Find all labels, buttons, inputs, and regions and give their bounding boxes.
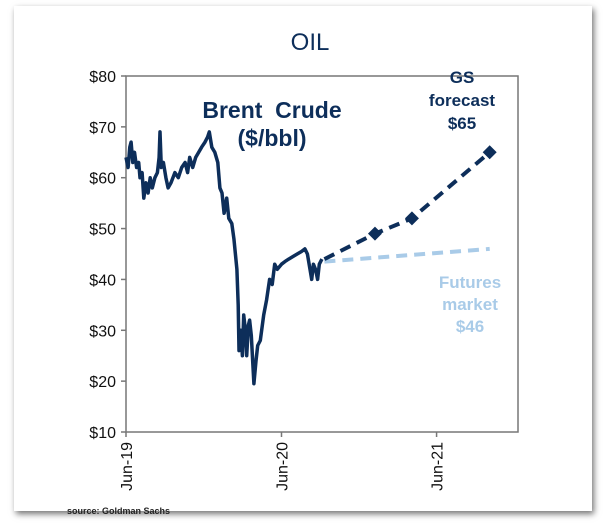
y-tick-label: $80 [89, 69, 116, 86]
futures-market-line [324, 246, 490, 264]
brent-price-line [124, 130, 324, 386]
gs-annotation-line2: forecast [429, 91, 495, 110]
y-tick-label: $10 [89, 425, 116, 442]
y-tick-label: $20 [89, 374, 116, 391]
series-label-line1: Brent Crude [202, 97, 341, 123]
gs-forecast-line [323, 150, 491, 261]
chart-card [14, 6, 592, 511]
futures-annotation-line2: market [442, 295, 498, 314]
y-tick-label: $70 [89, 120, 116, 137]
y-tick-label: $30 [89, 323, 116, 340]
series-label-line2: ($/bbl) [238, 125, 307, 151]
y-tick-label: $50 [89, 222, 116, 239]
x-tick-label: Jun-21 [430, 442, 447, 491]
futures-annotation-line1: Futures [439, 273, 501, 292]
y-tick-label: $40 [89, 272, 116, 289]
gs-annotation-line1: GS [450, 68, 475, 87]
y-tick-label: $60 [89, 171, 116, 188]
gs-forecast-marker [482, 145, 497, 160]
gs-forecast-marker [367, 226, 382, 241]
chart-title: OIL [291, 29, 330, 56]
gs-forecast-marker [404, 211, 419, 226]
gs-annotation-line3: $65 [448, 114, 476, 133]
source-note: source: Goldman Sachs [67, 506, 171, 516]
plot-frame [125, 75, 519, 433]
x-tick-label: Jun-19 [119, 442, 136, 491]
futures-annotation-line3: $46 [456, 317, 484, 336]
x-tick-label: Jun-20 [275, 442, 292, 491]
